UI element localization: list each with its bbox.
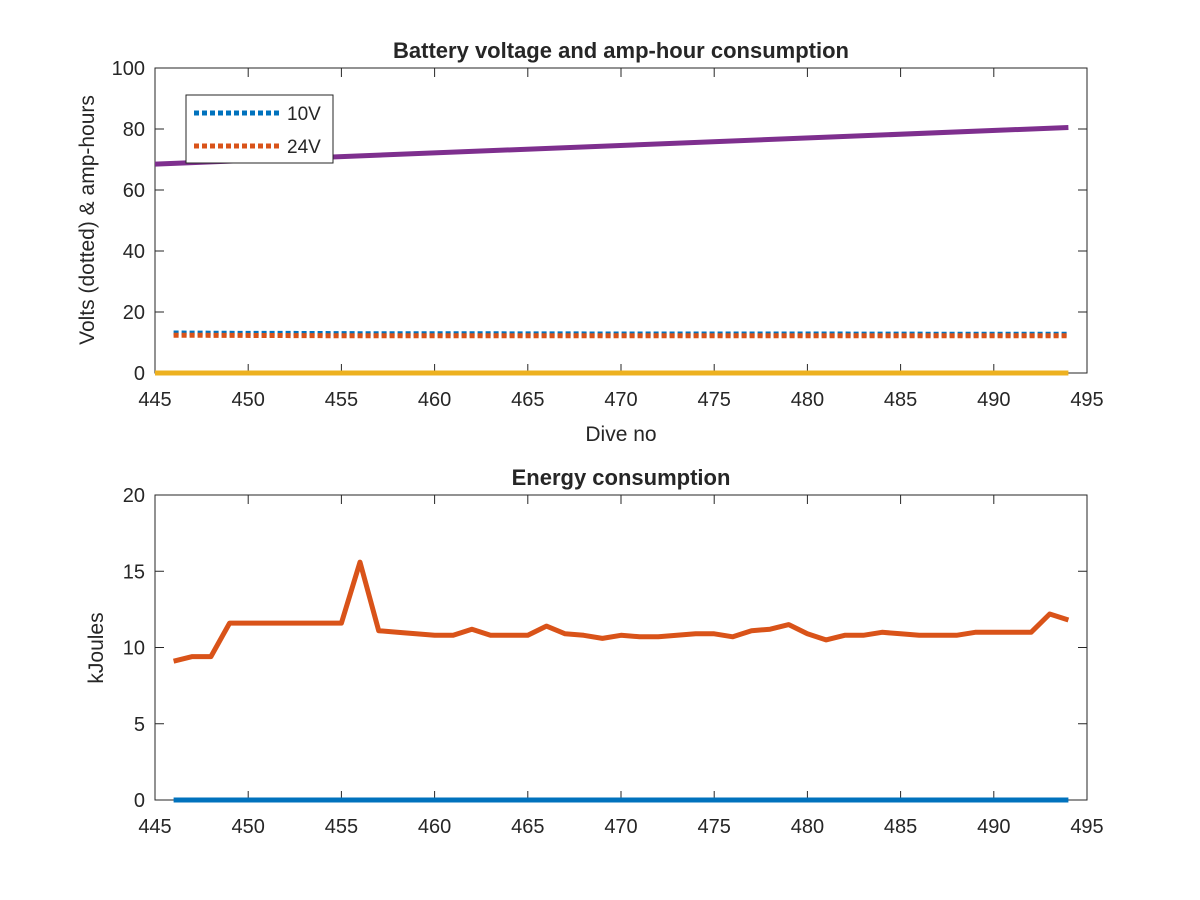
bottom-y-axis-label: kJoules: [85, 612, 108, 683]
x-tick-label: 445: [138, 816, 171, 838]
x-tick-label: 450: [232, 389, 265, 411]
x-tick-label: 485: [884, 816, 917, 838]
top-ticks: 445 450 455 460 465 470 475 480 485 490 495 0 20 40 60…: [112, 58, 1104, 411]
x-tick-label: 485: [884, 389, 917, 411]
x-tick-label: 465: [511, 389, 544, 411]
x-tick-label: 475: [698, 389, 731, 411]
y-tick-label: 80: [123, 119, 145, 141]
x-tick-label: 470: [604, 816, 637, 838]
x-tick-label: 495: [1070, 389, 1103, 411]
series-line-1-0: [173, 559, 1070, 664]
top-axes: Battery voltage and amp-hour consumption…: [76, 38, 1104, 446]
x-tick-label: 460: [418, 816, 451, 838]
x-tick-label: 490: [977, 816, 1010, 838]
x-tick-label: 455: [325, 816, 358, 838]
bottom-series: [173, 559, 1070, 803]
y-tick-label: 0: [134, 790, 145, 812]
top-x-axis-label: Dive no: [585, 423, 656, 446]
top-chart-title: Battery voltage and amp-hour consumption: [393, 38, 849, 63]
series-line-24V: [173, 332, 1069, 339]
top-y-axis-label: Volts (dotted) & amp-hours: [76, 95, 99, 345]
y-tick-label: 40: [123, 241, 145, 263]
x-tick-label: 460: [418, 389, 451, 411]
x-tick-label: 495: [1070, 816, 1103, 838]
x-tick-label: 480: [791, 389, 824, 411]
y-tick-label: 20: [123, 485, 145, 507]
legend-label: 24V: [287, 137, 321, 158]
y-tick-label: 0: [134, 363, 145, 385]
bottom-chart-title: Energy consumption: [512, 465, 731, 490]
x-tick-label: 490: [977, 389, 1010, 411]
y-tick-label: 60: [123, 180, 145, 202]
bottom-plot-area: [154, 494, 1088, 801]
x-tick-label: 455: [325, 389, 358, 411]
legend-label: 10V: [287, 104, 321, 125]
x-tick-label: 450: [232, 816, 265, 838]
x-tick-label: 445: [138, 389, 171, 411]
y-tick-label: 20: [123, 302, 145, 324]
y-tick-label: 15: [123, 561, 145, 583]
x-tick-label: 480: [791, 816, 824, 838]
x-tick-label: 470: [604, 389, 637, 411]
legend: 10V 24V: [185, 94, 334, 164]
x-tick-label: 465: [511, 816, 544, 838]
bottom-ticks: 445 450 455 460 465 470 475 480 485 490 495 0 5 10 15 2…: [123, 485, 1104, 838]
bottom-axes: Energy consumption kJoules 445 450 455 460 4…: [85, 465, 1104, 838]
x-tick-label: 475: [698, 816, 731, 838]
legend-box: [185, 94, 334, 164]
y-tick-label: 100: [112, 58, 145, 80]
y-tick-label: 5: [134, 714, 145, 736]
y-tick-label: 10: [123, 638, 145, 660]
